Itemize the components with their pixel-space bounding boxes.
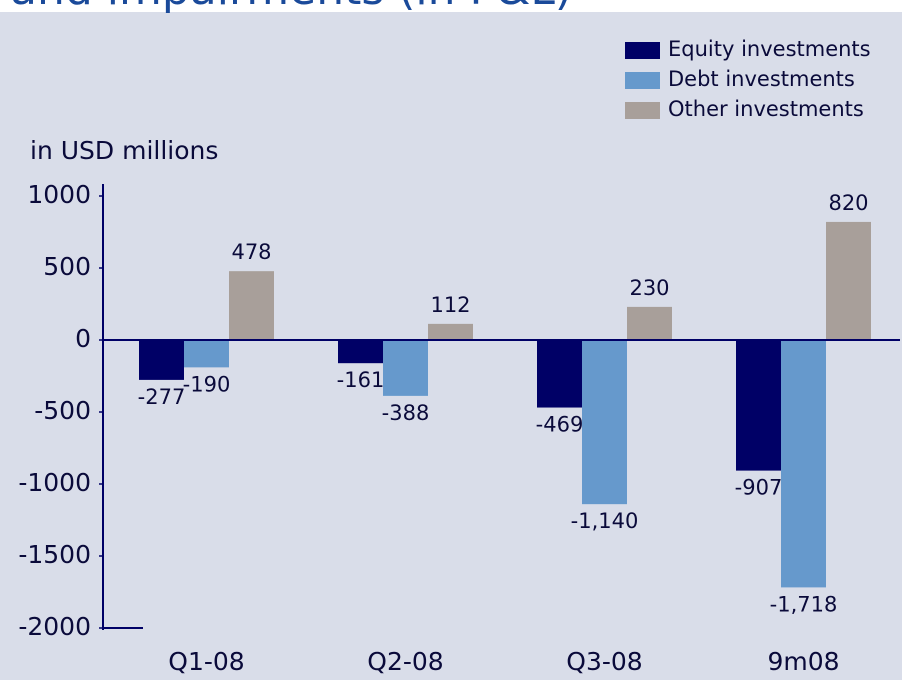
bar — [338, 340, 383, 364]
legend-label: Equity investments — [668, 37, 871, 61]
data-label: -469 — [536, 413, 584, 437]
chart-title: and impairments (in P&L) — [10, 0, 572, 15]
bar — [139, 340, 184, 380]
y-tick-label: -1500 — [18, 540, 91, 569]
data-label: 478 — [231, 240, 271, 264]
data-label: -388 — [382, 401, 430, 425]
bar — [781, 340, 826, 588]
data-label: -907 — [735, 476, 783, 500]
bar — [736, 340, 781, 471]
y-tick-label: -1000 — [18, 468, 91, 497]
bar — [582, 340, 627, 505]
legend-label: Other investments — [668, 97, 864, 121]
y-tick-label: 1000 — [27, 180, 91, 209]
y-tick-label: 0 — [75, 324, 91, 353]
y-tick-label: 500 — [43, 252, 91, 281]
bar — [826, 221, 871, 340]
bar — [537, 340, 582, 408]
y-tick-label: -2000 — [18, 612, 91, 641]
data-label: 230 — [629, 276, 669, 300]
y-axis-label: in USD millions — [30, 136, 218, 165]
data-label: -1,718 — [770, 592, 838, 616]
x-tick-label: Q3-08 — [566, 647, 642, 676]
data-label: -1,140 — [571, 509, 639, 533]
data-label: 112 — [430, 293, 470, 317]
data-label: -161 — [337, 368, 385, 392]
legend-swatch — [625, 102, 660, 119]
x-tick-label: Q2-08 — [367, 647, 443, 676]
y-tick-label: -500 — [34, 396, 91, 425]
bar — [184, 340, 229, 368]
legend-swatch — [625, 42, 660, 59]
x-tick-label: Q1-08 — [168, 647, 244, 676]
legend-swatch — [625, 72, 660, 89]
data-label: -190 — [183, 372, 231, 396]
bar — [229, 271, 274, 340]
bar — [383, 340, 428, 396]
x-tick-label: 9m08 — [767, 647, 839, 676]
data-label: 820 — [828, 191, 868, 215]
bar — [428, 323, 473, 340]
data-label: -277 — [138, 385, 186, 409]
bar — [627, 306, 672, 340]
legend-label: Debt investments — [668, 67, 855, 91]
